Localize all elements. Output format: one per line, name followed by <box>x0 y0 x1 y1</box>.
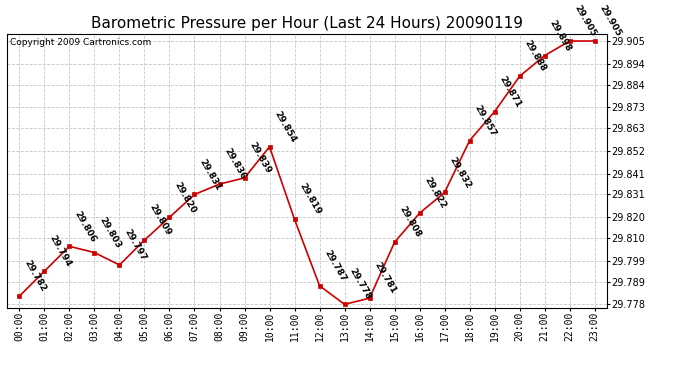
Text: 29.787: 29.787 <box>322 248 348 283</box>
Title: Barometric Pressure per Hour (Last 24 Hours) 20090119: Barometric Pressure per Hour (Last 24 Ho… <box>91 16 523 31</box>
Text: 29.905: 29.905 <box>573 4 598 38</box>
Text: 29.888: 29.888 <box>522 39 548 74</box>
Text: 29.782: 29.782 <box>22 259 48 293</box>
Text: Copyright 2009 Cartronics.com: Copyright 2009 Cartronics.com <box>10 38 151 47</box>
Text: 29.898: 29.898 <box>547 18 573 53</box>
Text: 29.822: 29.822 <box>422 176 448 210</box>
Text: 29.857: 29.857 <box>473 103 497 138</box>
Text: 29.808: 29.808 <box>397 205 422 239</box>
Text: 29.794: 29.794 <box>47 234 72 268</box>
Text: 29.854: 29.854 <box>273 109 297 144</box>
Text: 29.820: 29.820 <box>172 180 197 214</box>
Text: 29.797: 29.797 <box>122 227 148 262</box>
Text: 29.809: 29.809 <box>147 203 172 237</box>
Text: 29.831: 29.831 <box>197 157 222 192</box>
Text: 29.839: 29.839 <box>247 140 273 175</box>
Text: 29.781: 29.781 <box>373 261 397 296</box>
Text: 29.871: 29.871 <box>497 74 522 109</box>
Text: 29.836: 29.836 <box>222 147 248 182</box>
Text: 29.905: 29.905 <box>598 4 622 38</box>
Text: 29.778: 29.778 <box>347 267 373 302</box>
Text: 29.803: 29.803 <box>97 215 122 250</box>
Text: 29.819: 29.819 <box>297 182 322 217</box>
Text: 29.806: 29.806 <box>72 209 97 243</box>
Text: 29.832: 29.832 <box>447 155 473 190</box>
